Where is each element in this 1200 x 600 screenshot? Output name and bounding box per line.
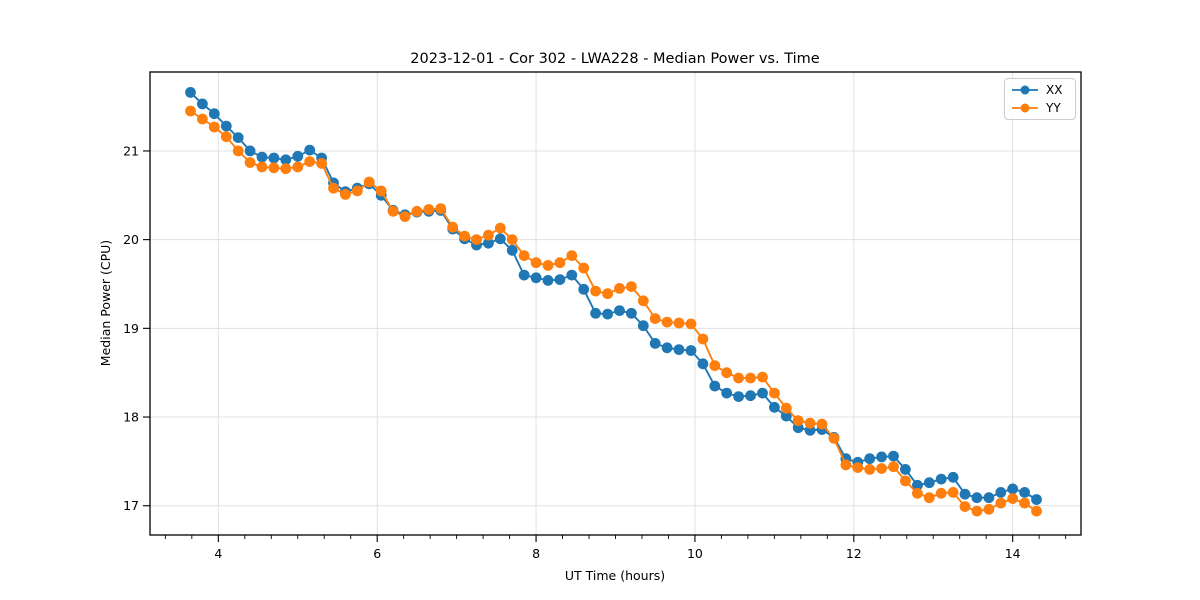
legend-label-xx: XX	[1046, 83, 1063, 97]
svg-text:19: 19	[123, 321, 139, 336]
svg-text:17: 17	[123, 498, 139, 513]
axis-ticks: 4 6 8 10 12 14 17 18 19 20 21	[123, 143, 1067, 561]
svg-text:8: 8	[532, 546, 540, 561]
svg-text:6: 6	[373, 546, 381, 561]
svg-text:10: 10	[687, 546, 703, 561]
grid	[150, 72, 1081, 535]
svg-text:21: 21	[123, 143, 139, 158]
svg-text:4: 4	[214, 546, 222, 561]
svg-text:12: 12	[846, 546, 862, 561]
svg-text:14: 14	[1005, 546, 1021, 561]
svg-text:20: 20	[123, 232, 139, 247]
legend: XX YY	[1004, 78, 1076, 120]
legend-label-yy: YY	[1046, 101, 1061, 115]
y-axis-label: Median Power (CPU)	[98, 240, 113, 366]
legend-line-marker-sample-yy	[1012, 103, 1038, 113]
legend-entry-yy: YY	[1011, 99, 1069, 117]
plot-frame	[149, 71, 1082, 536]
data-series	[185, 87, 1042, 517]
legend-line-marker-sample-xx	[1012, 85, 1038, 95]
svg-text:18: 18	[123, 410, 139, 425]
chart-title: 2023-12-01 - Cor 302 - LWA228 - Median P…	[410, 51, 819, 67]
x-axis-label: UT Time (hours)	[565, 568, 665, 583]
legend-entry-xx: XX	[1011, 81, 1069, 99]
